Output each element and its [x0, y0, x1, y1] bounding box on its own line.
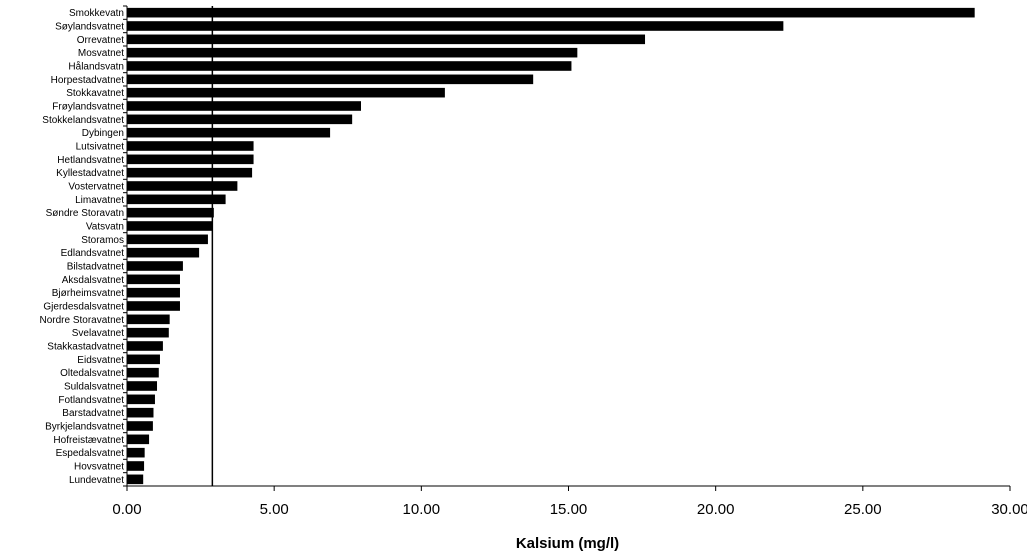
- bars-group: [127, 7, 975, 485]
- x-tick-label: 0.00: [112, 501, 141, 518]
- category-label: Bjørheimsvatnet: [52, 288, 124, 299]
- bar: [127, 354, 160, 365]
- bar: [127, 221, 213, 231]
- bar: [127, 7, 975, 18]
- category-label: Søndre Storavatn: [46, 208, 124, 219]
- category-label: Vatsvatn: [86, 222, 124, 233]
- category-label: Aksdalsvatnet: [62, 275, 124, 286]
- category-label: Dybingen: [82, 128, 124, 139]
- bar: [127, 154, 254, 165]
- category-label: Stokkelandsvatnet: [42, 115, 124, 126]
- bar: [127, 314, 170, 325]
- bar: [127, 447, 145, 458]
- bar: [127, 341, 163, 351]
- bar: [127, 301, 180, 311]
- x-tick-label: 20.00: [697, 501, 735, 518]
- bar: [127, 47, 578, 58]
- category-label: Hovsvatnet: [74, 462, 124, 473]
- category-label: Frøylandsvatnet: [52, 102, 124, 113]
- x-axis-title: Kalsium (mg/l): [516, 535, 619, 552]
- category-label: Suldalsvatnet: [64, 382, 124, 393]
- category-label: Byrkjelandsvatnet: [45, 422, 124, 433]
- category-label: Gjerdesdalsvatnet: [43, 302, 124, 313]
- bar: [127, 207, 214, 218]
- bar: [127, 381, 158, 391]
- bar: [127, 127, 331, 138]
- category-label: Limavatnet: [75, 195, 124, 206]
- bar: [127, 434, 150, 445]
- bar: [127, 474, 144, 485]
- category-label: Kyllestadvatnet: [56, 168, 124, 179]
- category-label: Orrevatnet: [77, 35, 124, 46]
- x-tick-label: 15.00: [550, 501, 588, 518]
- category-label: Espedalsvatnet: [56, 448, 125, 459]
- category-label: Bilstadvatnet: [67, 262, 124, 273]
- category-label: Smokkevatn: [69, 8, 124, 19]
- category-label: Lutsivatnet: [76, 142, 125, 153]
- bar: [127, 114, 353, 125]
- x-tick-label: 5.00: [260, 501, 289, 518]
- bar: [127, 421, 153, 431]
- category-label: Stakkastadvatnet: [47, 342, 124, 353]
- bar: [127, 287, 180, 298]
- category-labels: Smokkevatn Søylandsvatnet Orrevatnet Mosvat…: [40, 8, 125, 486]
- bar: [127, 367, 159, 378]
- bar: [127, 394, 155, 405]
- bar: [127, 74, 534, 85]
- category-label: Søylandsvatnet: [55, 22, 124, 33]
- category-label: Lundevatnet: [69, 475, 124, 486]
- bar: [127, 407, 154, 418]
- bar: [127, 274, 180, 285]
- category-label: Horpestadvatnet: [51, 75, 125, 86]
- category-label: Mosvatnet: [78, 48, 124, 59]
- bar: [127, 101, 361, 111]
- category-label: Oltedalsvatnet: [60, 368, 124, 379]
- bar: [127, 34, 646, 45]
- category-label: Edlandsvatnet: [61, 248, 125, 259]
- bar: [127, 461, 145, 471]
- x-tick-label: 25.00: [844, 501, 882, 518]
- category-label: Vostervatnet: [68, 182, 124, 193]
- bar: [127, 167, 253, 178]
- x-tick-label: 10.00: [403, 501, 441, 518]
- y-ticks: [123, 5, 127, 487]
- category-label: Svelavatnet: [72, 328, 124, 339]
- bar: [127, 234, 208, 245]
- x-ticks: 0.00 5.00 10.00 15.00 20.00 25.00 30.00: [112, 486, 1027, 518]
- bar: [127, 327, 169, 338]
- bar: [127, 141, 254, 151]
- bar: [127, 87, 445, 98]
- bar: [127, 181, 238, 191]
- category-label: Hetlandsvatnet: [57, 155, 124, 166]
- category-label: Hålandsvatn: [68, 61, 124, 73]
- bar: [127, 194, 226, 205]
- category-label: Nordre Storavatnet: [40, 315, 125, 326]
- category-label: Storamos: [81, 235, 124, 246]
- category-label: Eidsvatnet: [77, 355, 124, 366]
- category-label: Stokkavatnet: [66, 88, 124, 99]
- bar: [127, 247, 200, 258]
- category-label: Barstadvatnet: [62, 408, 124, 419]
- category-label: Fotlandsvatnet: [58, 395, 124, 406]
- bar: [127, 261, 183, 271]
- category-label: Hofreistævatnet: [53, 435, 124, 446]
- bar: [127, 61, 572, 71]
- bar: [127, 21, 784, 31]
- x-tick-label: 30.00: [991, 501, 1027, 518]
